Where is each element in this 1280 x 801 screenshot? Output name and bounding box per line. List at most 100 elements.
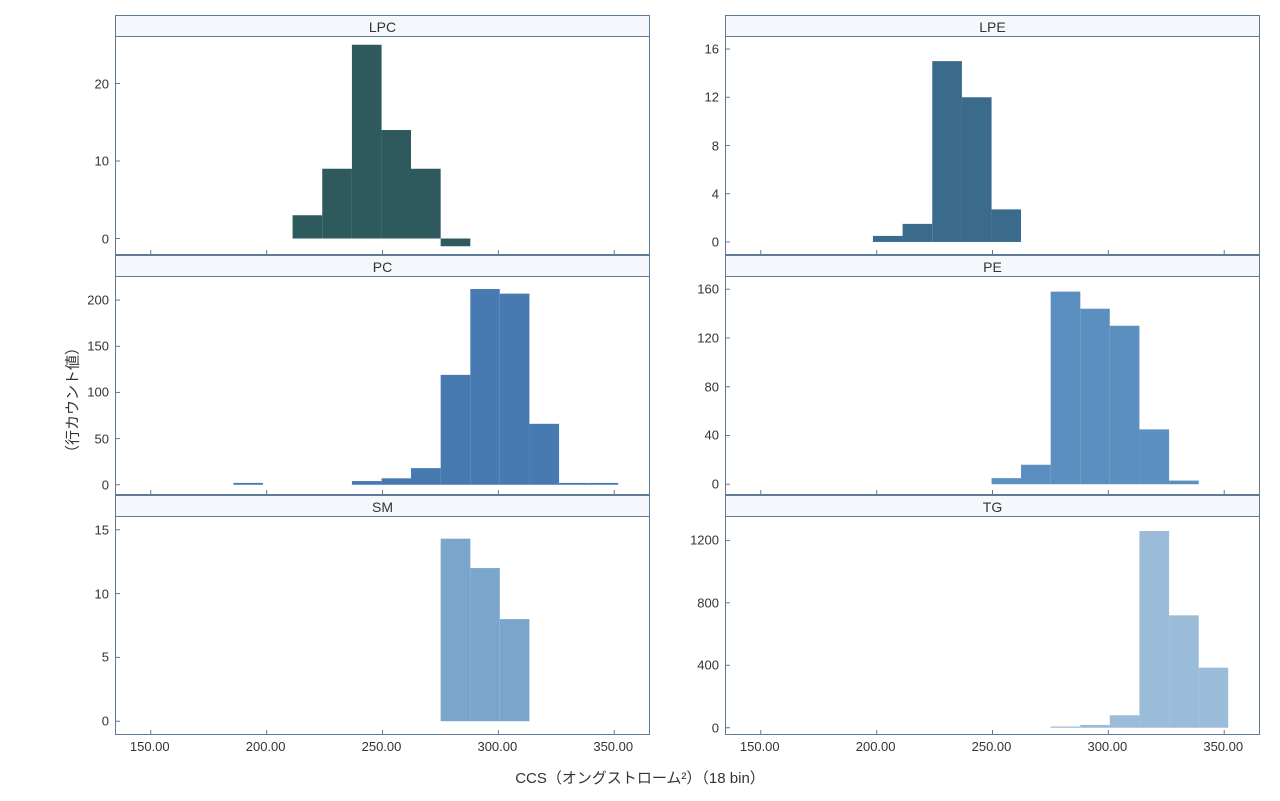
histogram-bar bbox=[411, 468, 441, 485]
plot-area bbox=[115, 37, 650, 255]
y-ticks: 0 400 800 1200 bbox=[680, 517, 723, 734]
histogram-bar bbox=[441, 375, 471, 485]
y-tick-label: 80 bbox=[705, 379, 719, 394]
y-tick-label: 5 bbox=[102, 650, 109, 665]
histogram-bar bbox=[1080, 725, 1109, 728]
histogram-svg bbox=[726, 517, 1259, 734]
histogram-bar bbox=[352, 481, 382, 485]
histogram-bar bbox=[322, 169, 352, 239]
x-tick-label: 350.00 bbox=[1203, 739, 1243, 754]
panel-title: LPE bbox=[725, 15, 1260, 37]
y-tick-label: 0 bbox=[102, 714, 109, 729]
plot-area bbox=[725, 37, 1260, 255]
histogram-bar bbox=[1110, 715, 1140, 727]
y-tick-label: 16 bbox=[705, 42, 719, 57]
y-tick-label: 0 bbox=[102, 477, 109, 492]
panel-pe: PE 0 40 80 120 160 bbox=[680, 255, 1260, 495]
histogram-bar bbox=[1110, 326, 1140, 484]
panel-tg: TG04008001200150.00200.00250.00300.00350… bbox=[680, 495, 1260, 735]
panel-pc: PC 0 50 100 150 200 bbox=[70, 255, 650, 495]
histogram-svg bbox=[116, 277, 649, 494]
plot-area bbox=[725, 517, 1260, 735]
histogram-svg bbox=[116, 517, 649, 734]
histogram-bar bbox=[382, 478, 411, 484]
y-tick-label: 15 bbox=[95, 522, 109, 537]
y-tick-label: 160 bbox=[697, 282, 719, 297]
y-ticks: 01020 bbox=[70, 37, 113, 254]
histogram-bar bbox=[873, 236, 903, 242]
y-tick-label: 50 bbox=[95, 431, 109, 446]
y-tick-label: 400 bbox=[697, 658, 719, 673]
histogram-bar bbox=[352, 45, 382, 239]
plot-area bbox=[115, 277, 650, 495]
y-tick-label: 1200 bbox=[690, 533, 719, 548]
panel-title: LPC bbox=[115, 15, 650, 37]
x-tick-label: 150.00 bbox=[130, 739, 170, 754]
y-tick-label: 120 bbox=[697, 330, 719, 345]
y-tick-label: 200 bbox=[87, 293, 109, 308]
x-tick-label: 150.00 bbox=[740, 739, 780, 754]
histogram-bar bbox=[1080, 309, 1109, 485]
histogram-bar bbox=[411, 169, 441, 239]
plot-area bbox=[115, 517, 650, 735]
histogram-bar bbox=[1199, 668, 1228, 728]
x-tick-label: 250.00 bbox=[972, 739, 1012, 754]
histogram-bar bbox=[500, 294, 530, 485]
x-tick-label: 200.00 bbox=[856, 739, 896, 754]
panel-title: PE bbox=[725, 255, 1260, 277]
plot-area bbox=[725, 277, 1260, 495]
y-tick-label: 40 bbox=[705, 428, 719, 443]
histogram-bar bbox=[1139, 429, 1169, 484]
y-ticks: 0 50 100 150 200 bbox=[70, 277, 113, 494]
histogram-bar bbox=[589, 483, 618, 485]
panel-title: SM bbox=[115, 495, 650, 517]
x-tick-label: 300.00 bbox=[1087, 739, 1127, 754]
x-ticks: 150.00 200.00 250.00 300.00 350.00 bbox=[725, 737, 1260, 757]
histogram-bar bbox=[1051, 727, 1081, 728]
y-tick-label: 8 bbox=[712, 138, 719, 153]
x-tick-label: 250.00 bbox=[362, 739, 402, 754]
x-ticks: 150.00200.00250.00300.00350.00 bbox=[115, 737, 650, 757]
y-tick-label: 0 bbox=[712, 720, 719, 735]
histogram-svg bbox=[726, 37, 1259, 254]
histogram-bar bbox=[529, 424, 559, 485]
histogram-bar bbox=[1021, 465, 1051, 485]
panel-grid: LPC01020LPE0481216PC050100150200PE040801… bbox=[70, 15, 1260, 735]
histogram-bar bbox=[470, 568, 499, 721]
y-tick-label: 10 bbox=[95, 586, 109, 601]
histogram-bar bbox=[382, 130, 411, 239]
histogram-bar bbox=[903, 224, 933, 242]
y-tick-label: 10 bbox=[95, 154, 109, 169]
x-tick-label: 350.00 bbox=[593, 739, 633, 754]
histogram-bar bbox=[992, 209, 1021, 242]
histogram-bar bbox=[1051, 292, 1081, 485]
histogram-bar bbox=[932, 61, 962, 242]
panel-lpc: LPC01020 bbox=[70, 15, 650, 255]
y-ticks: 0 40 80 120 160 bbox=[680, 277, 723, 494]
y-tick-label: 4 bbox=[712, 186, 719, 201]
histogram-bar bbox=[441, 539, 471, 722]
panel-title: PC bbox=[115, 255, 650, 277]
x-axis-label: CCS（オングストローム²）（18 bin） bbox=[515, 767, 765, 788]
panel-title: TG bbox=[725, 495, 1260, 517]
y-tick-label: 0 bbox=[712, 477, 719, 492]
histogram-figure: （行カウント値） CCS（オングストローム²）（18 bin） LPC01020… bbox=[10, 10, 1270, 790]
y-tick-label: 150 bbox=[87, 339, 109, 354]
y-tick-label: 100 bbox=[87, 385, 109, 400]
histogram-bar bbox=[470, 289, 499, 485]
y-tick-label: 800 bbox=[697, 595, 719, 610]
histogram-bar bbox=[1169, 615, 1199, 727]
histogram-bar bbox=[992, 478, 1021, 484]
panel-lpe: LPE0481216 bbox=[680, 15, 1260, 255]
histogram-bar bbox=[962, 97, 992, 242]
histogram-bar bbox=[1169, 481, 1199, 485]
histogram-svg bbox=[726, 277, 1259, 494]
histogram-bar bbox=[559, 483, 589, 485]
histogram-bar bbox=[1139, 531, 1169, 728]
y-ticks: 0 5 10 15 bbox=[70, 517, 113, 734]
histogram-bar bbox=[500, 619, 530, 721]
panel-sm: SM051015150.00200.00250.00300.00350.00 bbox=[70, 495, 650, 735]
y-tick-label: 0 bbox=[102, 231, 109, 246]
y-ticks: 0481216 bbox=[680, 37, 723, 254]
histogram-bar bbox=[293, 215, 323, 238]
